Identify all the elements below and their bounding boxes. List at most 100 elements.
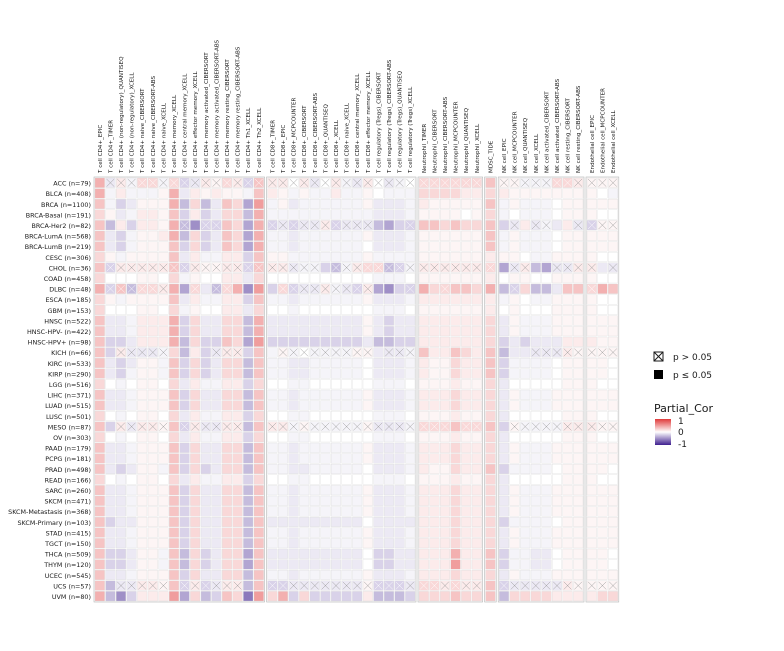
nonsignificant-cross [223,284,231,293]
heatmap-cell [530,400,541,411]
heatmap-cell [278,432,288,443]
heatmap-cell [373,326,384,337]
column-label: T cell CD8+_QUANTISEQ [323,103,329,174]
nonsignificant-cross [342,422,351,431]
heatmap-cell [429,188,440,199]
row-label: ESCA (n=185) [45,296,91,304]
heatmap-cell [471,220,482,231]
heatmap-cell [530,485,541,496]
heatmap-cell [126,199,137,209]
heatmap-cell [278,188,288,199]
heatmap-cell [461,379,472,390]
heatmap-cell [158,538,169,549]
heatmap-cell [384,252,394,262]
heatmap-cell [222,209,232,220]
heatmap-cell [253,283,264,294]
heatmap-cell [541,538,552,549]
heatmap-cell [267,442,278,453]
heatmap-cell [440,453,450,464]
nonsignificant-cross [430,178,439,187]
heatmap-cell [137,495,148,506]
heatmap-cell [394,527,405,538]
heatmap-cell [309,241,320,252]
column-label: T cell CD4+ Th1_XCELL [246,107,252,174]
heatmap-cell [573,294,584,305]
heatmap-cell [309,548,320,559]
heatmap-cell [278,294,288,305]
heatmap-cell [126,273,137,284]
row-label: BRCA-Her2 (n=82) [32,222,92,230]
heatmap-cell [384,432,394,443]
heatmap-cell [137,252,148,262]
heatmap-cell [126,570,137,580]
heatmap-cell [520,358,531,368]
heatmap-cell [394,442,405,453]
nonsignificant-cross [223,178,231,187]
nonsignificant-cross [419,581,428,590]
nonsignificant-cross [531,221,540,230]
heatmap-cell [105,326,116,337]
nonsignificant-cross [430,422,439,431]
heatmap-cell [541,188,552,199]
heatmap-cell [394,389,405,400]
heatmap-cell [499,347,509,358]
heatmap-cell [126,358,137,368]
heatmap-cell [169,294,179,305]
heatmap-cell [222,400,232,411]
heatmap-cell [405,506,416,517]
heatmap-cell [299,474,310,485]
heatmap-cell [158,241,169,252]
heatmap-cell [158,527,169,538]
heatmap-cell [126,464,137,474]
heatmap-cell [530,389,541,400]
heatmap-cell [520,517,531,527]
heatmap-cell [190,209,201,220]
heatmap-cell [200,527,211,538]
heatmap-cell [352,273,363,284]
heatmap-cell [278,305,288,315]
heatmap-cell [373,506,384,517]
heatmap-cell [190,347,201,358]
heatmap-cell [520,548,531,559]
heatmap-cell [105,315,116,326]
heatmap-cell [105,506,116,517]
heatmap-cell [147,273,158,284]
heatmap-cell [211,538,222,549]
heatmap-cell [608,188,618,199]
row-label: UCS (n=57) [53,582,91,590]
heatmap-cell [94,347,105,358]
heatmap-cell [320,379,331,390]
heatmap-cell [200,400,211,411]
heatmap-cell [169,273,179,284]
heatmap-cell [278,252,288,262]
nonsignificant-cross [321,348,330,357]
heatmap-cell [94,336,105,347]
heatmap-cell [373,188,384,199]
heatmap-cell [116,230,126,241]
heatmap-cell [211,442,222,453]
heatmap-cell [499,220,509,231]
heatmap-cell [288,527,299,538]
heatmap-cell [267,400,278,411]
heatmap-cell [222,199,232,209]
heatmap-cell [278,464,288,474]
row-label: SARC (n=260) [45,487,91,495]
heatmap-cell [530,241,541,252]
heatmap-cell [288,432,299,443]
heatmap-cell [418,358,429,368]
heatmap-cell [509,570,520,580]
heatmap-cell [450,389,461,400]
heatmap-cell [232,591,243,602]
nonsignificant-cross [441,263,449,272]
heatmap-cell [608,411,618,421]
heatmap-cell [352,527,363,538]
heatmap-cell [384,538,394,549]
heatmap-cell [94,464,105,474]
heatmap-cell [222,336,232,347]
heatmap-cell [530,548,541,559]
heatmap-cell [384,506,394,517]
heatmap-cell [137,305,148,315]
heatmap-cell [541,453,552,464]
heatmap-cell [331,485,341,496]
heatmap-cell [394,495,405,506]
